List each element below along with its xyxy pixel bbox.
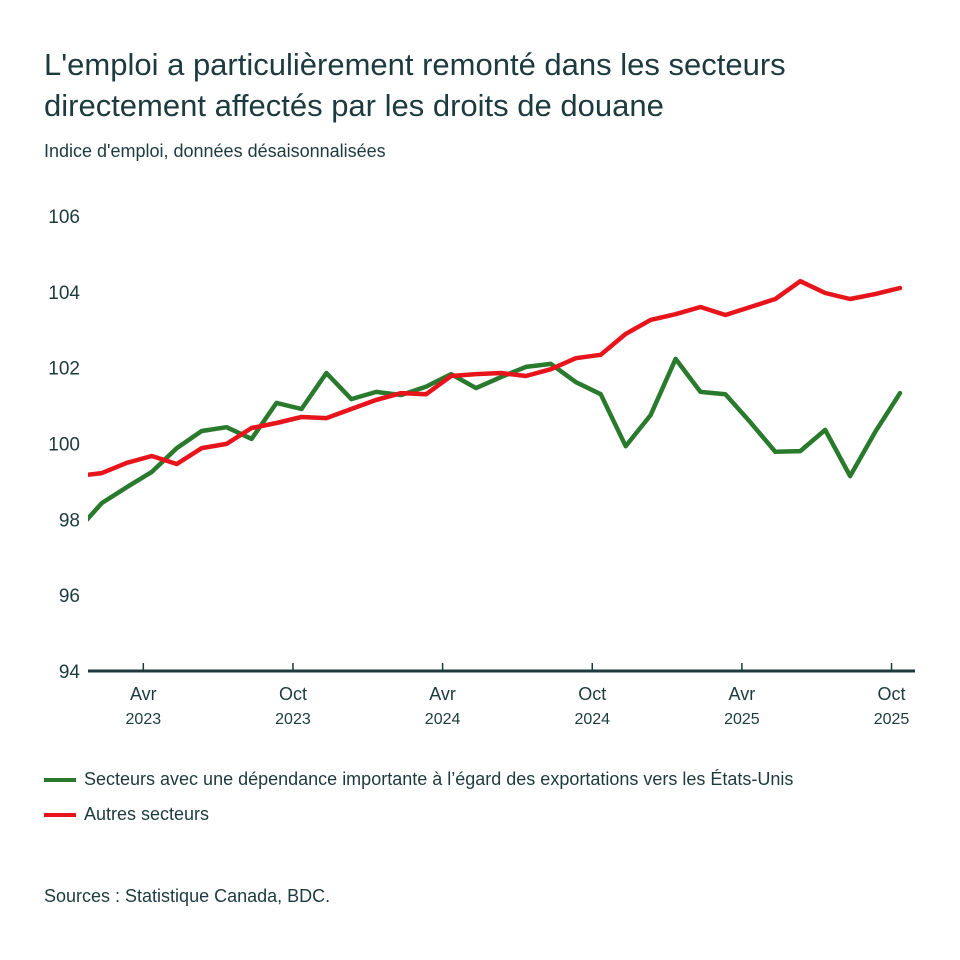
- legend-swatch-green: [44, 778, 76, 782]
- y-tick-label: 104: [48, 283, 80, 304]
- series-line-us-export: [88, 356, 903, 522]
- legend-swatch-red: [44, 813, 76, 817]
- x-tick-year: 2025: [874, 711, 910, 728]
- x-tick-year: 2023: [275, 711, 311, 728]
- y-tick-label: 96: [59, 586, 80, 607]
- legend-item-other: Autres secteurs: [44, 802, 824, 827]
- legend-label: Autres secteurs: [84, 804, 210, 824]
- y-tick-label: 106: [48, 207, 80, 228]
- x-tick-month: Oct: [878, 684, 906, 704]
- x-tick-month: Oct: [578, 684, 606, 704]
- x-tick-year: 2025: [724, 711, 760, 728]
- x-tick-year: 2023: [126, 711, 162, 728]
- x-tick-month: Avr: [130, 684, 157, 704]
- legend: Secteurs avec une dépendance importante …: [44, 767, 824, 837]
- legend-label: Secteurs avec une dépendance importante …: [84, 769, 794, 789]
- y-tick-label: 94: [59, 662, 81, 683]
- series-line-other: [88, 278, 903, 478]
- chart-subtitle: Indice d'emploi, données désaisonnalisée…: [44, 141, 386, 161]
- legend-item-us-export: Secteurs avec une dépendance importante …: [44, 767, 824, 792]
- source-note: Sources : Statistique Canada, BDC.: [44, 886, 331, 906]
- y-tick-label: 102: [48, 359, 80, 380]
- x-tick-month: Avr: [729, 684, 756, 704]
- series-group: [88, 278, 903, 522]
- x-tick-year: 2024: [574, 711, 610, 728]
- chart-title: L'emploi a particulièrement remonté dans…: [44, 47, 786, 123]
- x-tick-month: Oct: [279, 684, 307, 704]
- x-tick-month: Avr: [429, 684, 456, 704]
- x-tick-year: 2024: [425, 711, 461, 728]
- y-tick-label: 98: [59, 510, 80, 531]
- y-tick-label: 100: [48, 435, 80, 456]
